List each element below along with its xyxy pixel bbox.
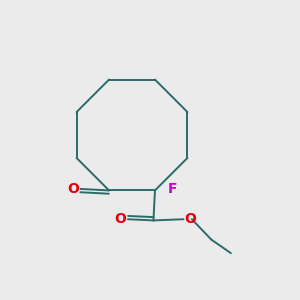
Text: F: F <box>168 182 177 196</box>
Text: O: O <box>185 212 197 226</box>
Text: O: O <box>114 212 126 226</box>
Text: O: O <box>67 182 79 196</box>
